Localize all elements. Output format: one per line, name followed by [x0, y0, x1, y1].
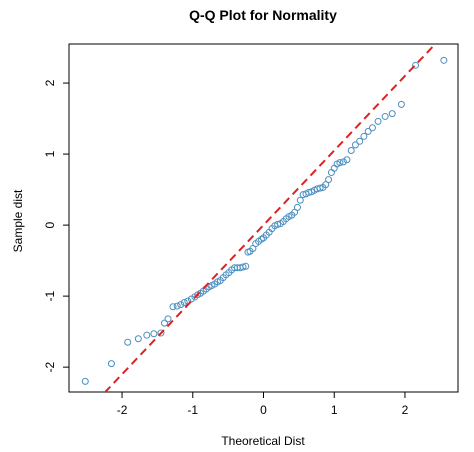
y-axis-label: Sample dist	[11, 189, 25, 252]
data-point	[364, 127, 372, 135]
data-point	[81, 377, 89, 385]
data-point	[351, 141, 359, 149]
data-point	[381, 112, 389, 120]
data-point	[177, 301, 185, 309]
data-point	[169, 303, 177, 311]
data-point	[412, 61, 420, 69]
data-point	[150, 330, 158, 338]
data-point	[339, 158, 347, 166]
data-point	[325, 176, 333, 184]
x-axis-label: Theoretical Dist	[221, 434, 305, 448]
data-point	[143, 331, 151, 339]
y-tick-label: -2	[43, 361, 57, 372]
data-point	[160, 319, 168, 327]
y-tick-label: 0	[43, 221, 57, 228]
data-point	[360, 132, 368, 140]
data-point	[397, 100, 405, 108]
data-point	[134, 335, 142, 343]
data-point	[164, 315, 172, 323]
y-tick-label: 1	[43, 150, 57, 157]
reference-line	[103, 44, 437, 392]
y-tick-label: 2	[43, 79, 57, 86]
x-tick-label: 2	[402, 403, 409, 417]
data-point	[157, 329, 165, 337]
data-point	[187, 295, 195, 303]
data-point	[356, 137, 364, 145]
data-point	[336, 159, 344, 167]
x-tick-label: 0	[260, 403, 267, 417]
data-point	[124, 338, 132, 346]
data-point	[239, 263, 247, 271]
data-point	[180, 299, 188, 307]
data-point	[107, 360, 115, 368]
data-point	[296, 196, 304, 204]
data-point	[242, 262, 250, 270]
y-tick-label: -1	[43, 290, 57, 301]
data-point	[327, 169, 335, 177]
x-tick-label: 1	[331, 403, 338, 417]
data-point	[316, 184, 324, 192]
data-point	[343, 156, 351, 164]
data-point	[347, 147, 355, 155]
data-point	[440, 56, 448, 64]
x-tick-label: -2	[117, 403, 128, 417]
data-point	[374, 117, 382, 125]
data-point	[293, 203, 301, 211]
x-tick-label: -1	[187, 403, 198, 417]
data-point	[388, 110, 396, 118]
chart-title: Q-Q Plot for Normality	[189, 7, 337, 23]
data-point	[368, 124, 376, 132]
data-point	[173, 302, 181, 310]
plot-area: -2 -1 0 1 2 -2 -1 0 1 2	[43, 43, 459, 417]
data-point	[330, 164, 338, 172]
data-point	[274, 220, 282, 228]
